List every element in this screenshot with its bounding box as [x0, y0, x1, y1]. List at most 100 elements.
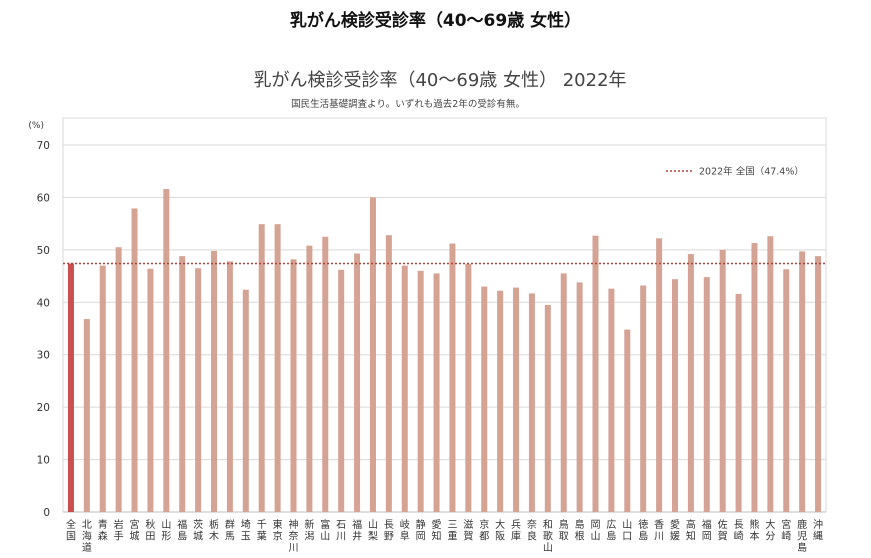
bar [703, 277, 710, 512]
bar [799, 251, 806, 512]
bar [656, 238, 663, 512]
x-tick-label: 山形 [161, 519, 171, 543]
x-tick-label: 埼玉 [241, 518, 251, 543]
x-tick-label: 高知 [686, 518, 696, 543]
bar [671, 279, 678, 512]
x-tick-label: 広島 [606, 518, 616, 543]
x-tick-label: 全国 [66, 518, 76, 543]
x-tick-label: 三重 [447, 520, 457, 543]
bar [449, 243, 456, 512]
bar [211, 250, 218, 513]
bar [195, 268, 202, 512]
x-tick-label: 栃木 [209, 518, 219, 543]
x-tick-label: 徳島 [638, 518, 648, 543]
y-tick-label: 50 [37, 245, 50, 257]
x-tick-label: 島根 [575, 518, 585, 543]
x-tick-label: 奈良 [527, 518, 537, 543]
bar [640, 285, 647, 512]
x-tick-label: 宮崎 [781, 518, 791, 543]
legend-label: 2022年 全国（47.4%） [699, 166, 804, 178]
bar [163, 189, 170, 513]
x-tick-label: 茨城 [193, 518, 203, 543]
chart-subtitle: 国民生活基礎調査より。いずれも過去2年の受診有無。 [291, 98, 525, 110]
bar [258, 224, 265, 512]
x-tick-label: 宮城 [130, 518, 140, 543]
x-tick-label: 神奈川 [288, 518, 298, 554]
bar [433, 273, 440, 512]
bar [624, 329, 631, 512]
y-tick-label: 10 [37, 455, 50, 467]
bars [67, 189, 822, 513]
bar [560, 273, 567, 512]
x-tick-label: 福井 [352, 518, 362, 543]
chart-title: 乳がん検診受診率（40～69歳 女性） 2022年 [253, 70, 626, 91]
bar [179, 256, 186, 512]
grid-lines [62, 117, 827, 513]
x-tick-label: 和歌山 [543, 519, 553, 554]
bar [767, 236, 774, 512]
bar [544, 304, 551, 512]
x-tick-label: 岡山 [591, 519, 601, 543]
y-tick-label: 70 [37, 140, 50, 152]
x-tick-label: 沖縄 [813, 518, 823, 543]
bar [290, 259, 297, 512]
y-tick-label: 20 [37, 402, 50, 414]
y-axis-unit: (%) [28, 121, 44, 131]
bar [369, 197, 376, 512]
bar [67, 263, 74, 512]
x-tick-label: 青森 [98, 518, 108, 543]
x-tick-label: 新潟 [304, 518, 314, 543]
bar [83, 319, 90, 512]
x-tick-label: 佐賀 [718, 519, 728, 543]
x-tick-label: 石川 [336, 520, 346, 543]
bar [338, 269, 345, 512]
bar [306, 245, 313, 513]
bar [131, 208, 138, 512]
x-tick-label: 山口 [622, 519, 632, 543]
bar [528, 293, 535, 512]
legend: 2022年 全国（47.4%） [666, 166, 804, 178]
x-tick-label: 群馬 [225, 518, 235, 543]
x-tick-label: 福島 [177, 518, 187, 543]
x-tick-label: 秋田 [145, 518, 155, 543]
y-axis-ticks: 0 10 20 30 40 50 60 70 [37, 140, 50, 519]
x-tick-label: 岐阜 [400, 518, 410, 543]
x-tick-label: 大阪 [495, 518, 505, 543]
x-tick-label: 兵庫 [511, 518, 521, 543]
bar [751, 243, 758, 512]
bar [481, 286, 488, 512]
x-tick-label: 愛知 [432, 518, 442, 543]
bar [322, 236, 329, 512]
y-tick-label: 0 [43, 507, 50, 519]
bar [99, 265, 106, 512]
bar [115, 247, 122, 512]
x-tick-label: 岩手 [114, 518, 124, 543]
bar [147, 268, 154, 512]
x-tick-label: 鳥取 [559, 518, 569, 543]
x-axis-labels: 全国北海道青森岩手宮城秋田山形福島茨城栃木群馬埼玉千葉東京神奈川新潟富山石川福井… [66, 518, 823, 554]
x-tick-label: 香川 [654, 519, 664, 543]
y-tick-label: 30 [37, 350, 50, 362]
x-tick-label: 静岡 [416, 518, 426, 543]
y-tick-label: 40 [37, 297, 50, 309]
x-tick-label: 東京 [273, 518, 283, 543]
bar [465, 264, 472, 512]
bar [385, 235, 392, 513]
x-tick-label: 京都 [479, 518, 489, 543]
bar [417, 270, 424, 512]
x-tick-label: 長野 [384, 519, 394, 543]
bar [401, 265, 408, 512]
bar [226, 261, 233, 512]
x-tick-label: 北海道 [82, 519, 92, 554]
y-tick-label: 60 [37, 192, 50, 204]
bar [815, 256, 822, 512]
bar [497, 290, 504, 512]
x-tick-label: 長崎 [734, 519, 744, 543]
x-tick-label: 熊本 [749, 518, 759, 543]
x-tick-label: 山梨 [368, 519, 378, 543]
bar [719, 249, 726, 512]
x-tick-label: 富山 [320, 518, 330, 543]
bar [687, 254, 694, 512]
x-tick-label: 千葉 [257, 519, 267, 543]
